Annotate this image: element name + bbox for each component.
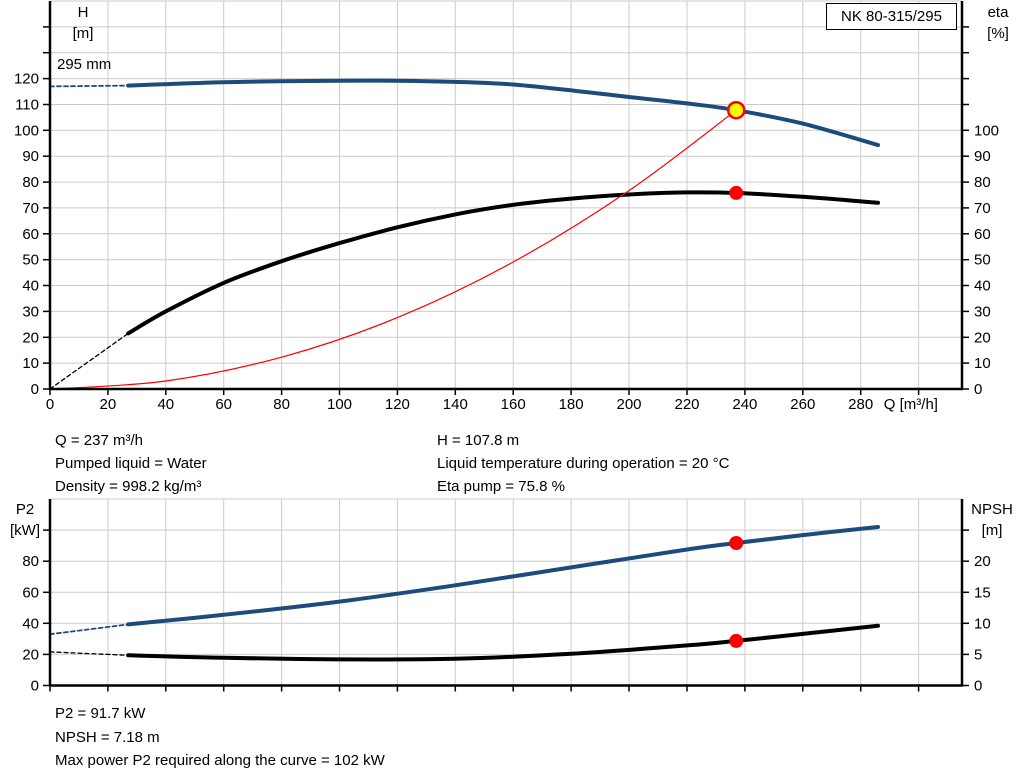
x-tick-label: 20 [100, 396, 117, 413]
axis-unit-line: [m] [72, 25, 94, 42]
duty-info-column-right: H = 107.8 m Liquid temperature during op… [437, 429, 729, 498]
x-tick-label: 280 [848, 396, 873, 413]
head-curve-dashed [49, 84, 130, 88]
y-tick-label-right: 100 [974, 122, 999, 139]
y-tick-label-left: 50 [22, 252, 39, 269]
x-axis-unit-label: Q [m³/h] [884, 396, 938, 413]
y-tick-label-left: 40 [22, 278, 39, 295]
p2-curve [126, 525, 880, 627]
max-power-value: Max power P2 required along the curve = … [55, 752, 385, 769]
p2-value: P2 = 91.7 kW [55, 705, 146, 722]
y-tick-label-right: 0 [974, 381, 982, 398]
axis-title-line: H [77, 4, 89, 21]
impeller-diameter-label: 295 mm [57, 56, 112, 73]
eta-pump-value: Eta pump = 75.8 % [437, 478, 565, 495]
y-axis-title-eta: eta [%] [987, 2, 1009, 44]
axis-unit-line: [m] [981, 522, 1003, 539]
efficiency-point [729, 185, 744, 200]
y-axis-title-npsh: NPSH [m] [971, 499, 1013, 541]
y-tick-label-right: 5 [974, 646, 982, 663]
axis-unit-line: [%] [987, 25, 1009, 42]
y-tick-label-left: 110 [15, 97, 39, 114]
y-tick-label-left: 0 [31, 381, 39, 398]
npsh-point [729, 633, 744, 648]
x-tick-label: 200 [616, 396, 641, 413]
x-tick-label: 60 [215, 396, 232, 413]
npsh-value: NPSH = 7.18 m [55, 728, 160, 746]
x-tick-label: 0 [46, 396, 54, 413]
head-curve [126, 78, 880, 148]
y-tick-label-left: 10 [22, 355, 39, 372]
axis-title-line: P2 [15, 501, 35, 518]
y-tick-label-right: 30 [974, 303, 991, 320]
x-tick-label: 100 [327, 396, 352, 413]
pump-model-box: NK 80-315/295 [826, 3, 957, 30]
x-tick-label: 120 [385, 396, 410, 413]
qh-eta-chart: 0 10 20 30 40 50 60 70 80 90 100 110 120 0 10 20 30 40 50 6… [14, 0, 999, 413]
p2-npsh-chart: 0 20 40 60 80 0 5 10 15 20 [22, 498, 991, 695]
npsh-curve [126, 623, 880, 662]
x-tick-label: 220 [674, 396, 699, 413]
efficiency-curve [126, 190, 880, 336]
npsh-curve-dashed [49, 651, 129, 656]
x-tick-label: 180 [559, 396, 584, 413]
x-tick-label: 240 [732, 396, 757, 413]
p2-curve-dashed [49, 623, 130, 636]
y-tick-label-left: 90 [22, 148, 39, 165]
y-tick-label-left: 70 [22, 200, 39, 217]
y-axis-title-head: H [m] [73, 2, 94, 44]
duty-point[interactable] [726, 100, 746, 120]
axis-title-line: eta [987, 4, 1009, 21]
y-tick-label-right: 60 [974, 226, 991, 243]
y-tick-label-left: 80 [22, 553, 39, 570]
x-tick-label: 140 [443, 396, 468, 413]
y-tick-label-right: 40 [974, 278, 991, 295]
x-tick-label: 40 [157, 396, 174, 413]
duty-info-column-left: Q = 237 m³/h Pumped liquid = Water Densi… [55, 429, 207, 498]
efficiency-curve-dashed [49, 332, 129, 390]
y-tick-label-right: 50 [974, 252, 991, 269]
y-tick-label-right: 70 [974, 200, 991, 217]
y-tick-label-right: 20 [974, 553, 991, 570]
x-tick-label: 80 [273, 396, 290, 413]
x-tick-label: 260 [790, 396, 815, 413]
axis-title-line: NPSH [971, 501, 1013, 518]
y-tick-label-left: 120 [14, 71, 39, 88]
pump-model-label: NK 80-315/295 [841, 8, 942, 25]
duty-h-value: H = 107.8 m [437, 432, 520, 449]
y-tick-label-left: 80 [22, 174, 39, 191]
y-tick-label-left: 100 [14, 122, 39, 139]
y-tick-label-left: 30 [22, 303, 39, 320]
system-curve [49, 109, 737, 390]
p2-point [729, 536, 744, 550]
y-tick-label-right: 0 [974, 678, 982, 695]
liquid-temperature-value: Liquid temperature during operation = 20… [437, 455, 730, 472]
pumped-liquid-value: Pumped liquid = Water [55, 455, 207, 472]
y-tick-label-left: 20 [22, 646, 39, 663]
y-tick-label-left: 60 [22, 226, 39, 243]
y-tick-label-right: 80 [974, 174, 991, 191]
y-axis-title-p2: P2 [kW] [10, 499, 40, 541]
density-value: Density = 998.2 kg/m³ [55, 478, 202, 495]
y-tick-label-left: 20 [22, 329, 39, 346]
y-tick-label-right: 10 [974, 355, 991, 372]
x-tick-label: 160 [501, 396, 526, 413]
y-tick-label-right: 10 [974, 615, 991, 632]
y-tick-label-right: 15 [974, 584, 991, 601]
axis-unit-line: [kW] [10, 522, 40, 539]
y-tick-label-right: 90 [974, 148, 991, 165]
y-tick-label-left: 0 [31, 678, 39, 695]
power-info-block: P2 = 91.7 kW NPSH = 7.18 m Max power P2 … [55, 702, 385, 773]
duty-q-value: Q = 237 m³/h [55, 432, 143, 449]
y-tick-label-right: 20 [974, 329, 991, 346]
y-tick-label-left: 40 [22, 615, 39, 632]
y-tick-label-left: 60 [22, 584, 39, 601]
